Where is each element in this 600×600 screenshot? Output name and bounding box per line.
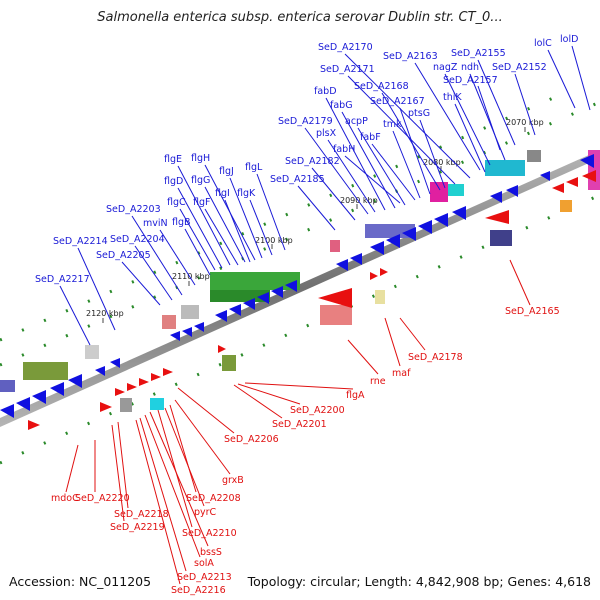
label-SeD_A2152: SeD_A2152 [492,62,547,73]
label-SeD_A2163: SeD_A2163 [383,51,438,62]
label-flgB: flgB [172,217,191,228]
label-SeD_A2220: SeD_A2220 [75,493,130,504]
label-flgD: flgD [164,176,183,187]
reverse-leader-lines [65,259,531,585]
label-ptsG: ptsG [408,108,430,119]
label-SeD_A2171: SeD_A2171 [320,64,375,75]
label-flgF: flgF [193,197,210,208]
label-flgL: flgL [245,162,263,173]
label-fabF: fabF [360,132,381,143]
label-SeD_A2157: SeD_A2157 [443,75,498,86]
forward-genes [0,154,594,418]
label-SeD_A2210: SeD_A2210 [182,528,237,539]
label-SeD_A2205: SeD_A2205 [96,250,151,261]
label-fabH: fabH [333,144,355,155]
label-SeD_A2203: SeD_A2203 [106,204,161,215]
label-maf: maf [392,368,411,379]
label-SeD_A2170: SeD_A2170 [318,42,373,53]
label-SeD_A2218: SeD_A2218 [114,509,169,520]
label-rne: rne [370,376,386,387]
tick-2100: 2100 kbp [255,236,293,245]
label-mviN: mviN [143,218,168,229]
tick-2090: 2090 kbp [340,196,378,205]
forward-labels: lolD lolC SeD_A2152 SeD_A2155 SeD_A2157 … [35,34,578,285]
tick-2110: 2110 kbp [172,272,210,281]
label-lolC: lolC [534,38,552,49]
label-pyrC: pyrC [194,507,217,518]
label-mdoC: mdoC [51,493,79,504]
tick-2120: 2120 kbp [86,309,124,318]
label-SeD_A2167: SeD_A2167 [370,96,425,107]
label-SeD_A2219: SeD_A2219 [110,522,165,533]
label-SeD_A2206: SeD_A2206 [224,434,279,445]
label-fabD: fabD [314,86,337,97]
label-SeD_A2168: SeD_A2168 [354,81,409,92]
label-plsX: plsX [316,128,337,139]
label-solA: solA [194,558,214,569]
label-SeD_A2185: SeD_A2185 [270,174,325,185]
label-SeD_A2213: SeD_A2213 [177,572,232,583]
label-thiK: thiK [443,92,462,103]
label-acpP: acpP [345,116,368,127]
accession-text: Accession: NC_011205 [9,574,152,589]
label-lolD: lolD [560,34,578,45]
summary-text: Topology: circular; Length: 4,842,908 bp… [247,574,591,589]
genome-title: Salmonella enterica subsp. enterica sero… [97,10,503,25]
label-flgE: flgE [164,154,182,165]
label-SeD_A2165: SeD_A2165 [505,306,560,317]
label-nagZ: nagZ [433,62,458,73]
label-grxB: grxB [222,475,244,486]
label-flgI: flgI [215,188,230,199]
label-SeD_A2208: SeD_A2208 [186,493,241,504]
tick-2070: 2070 kbp [506,118,544,127]
reverse-genes [28,170,596,430]
tick-2080: 2080 kbp [423,158,461,167]
label-SeD_A2182: SeD_A2182 [285,156,340,167]
label-flgJ: flgJ [219,166,234,177]
label-SeD_A2155: SeD_A2155 [451,48,506,59]
label-SeD_A2179: SeD_A2179 [278,116,333,127]
label-SeD_A2200: SeD_A2200 [290,405,345,416]
label-SeD_A2204: SeD_A2204 [110,234,165,245]
label-ndh: ndh [461,62,479,73]
label-SeD_A2178: SeD_A2178 [408,352,463,363]
label-tmk: tmk [383,119,402,130]
label-SeD_A2216: SeD_A2216 [171,585,226,596]
label-fabG: fabG [330,100,353,111]
label-SeD_A2201: SeD_A2201 [272,419,327,430]
kbp-ticks: 2070 kbp 2080 kbp 2090 kbp 2100 kbp 2110… [86,118,544,318]
label-SeD_A2217: SeD_A2217 [35,274,90,285]
forward-leader-lines [59,45,591,346]
label-flgC: flgC [167,197,186,208]
label-flgH: flgH [191,153,210,164]
label-bssS: bssS [200,547,222,558]
label-flgK: flgK [237,188,256,199]
reverse-labels: SeD_A2165 SeD_A2178 maf rne flgA SeD_A22… [51,306,560,596]
label-flgG: flgG [191,175,210,186]
label-SeD_A2214: SeD_A2214 [53,236,108,247]
label-flgA: flgA [346,390,365,401]
